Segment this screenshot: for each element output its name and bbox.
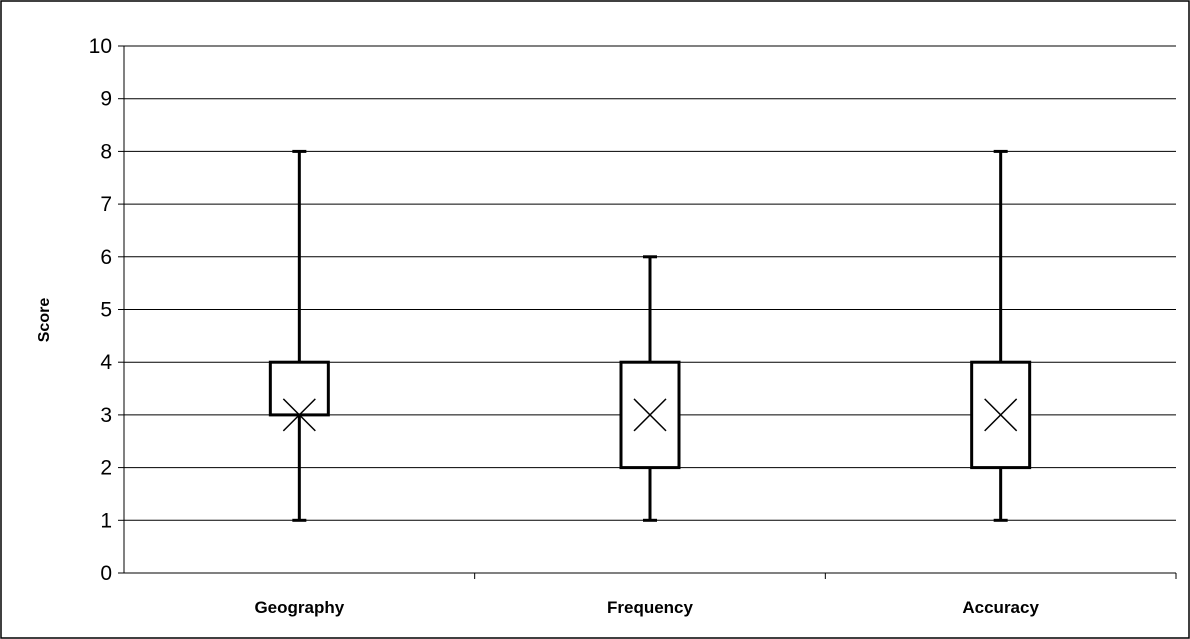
category-label: Geography [254, 598, 344, 617]
mean-marker [282, 398, 316, 432]
y-tick-label: 6 [100, 246, 112, 269]
box-frequency [619, 255, 681, 522]
y-tick-label: 5 [100, 299, 112, 322]
axes [118, 45, 1177, 579]
y-tick-label: 10 [89, 35, 112, 58]
y-tick-label: 4 [100, 351, 112, 374]
y-tick-label: 1 [100, 509, 112, 532]
category-labels: Geography Frequency Accuracy [254, 598, 1039, 617]
mean-marker [984, 398, 1018, 432]
boxes [268, 149, 1032, 522]
box-body [268, 360, 330, 417]
category-label: Accuracy [962, 598, 1039, 617]
y-tick-label: 8 [100, 140, 112, 163]
y-axis-title: Score [36, 298, 53, 343]
box-accuracy [970, 149, 1032, 522]
category-label: Frequency [607, 598, 694, 617]
y-tick-label: 0 [100, 562, 112, 585]
box-geography [268, 149, 330, 522]
y-tick-label: 2 [100, 457, 112, 480]
y-tick-label: 9 [100, 88, 112, 111]
mean-marker [633, 398, 667, 432]
y-tick-label: 3 [100, 404, 112, 427]
y-tick-label: 7 [100, 193, 112, 216]
y-tick-labels: 0 1 2 3 4 5 6 7 8 9 10 [89, 35, 113, 585]
